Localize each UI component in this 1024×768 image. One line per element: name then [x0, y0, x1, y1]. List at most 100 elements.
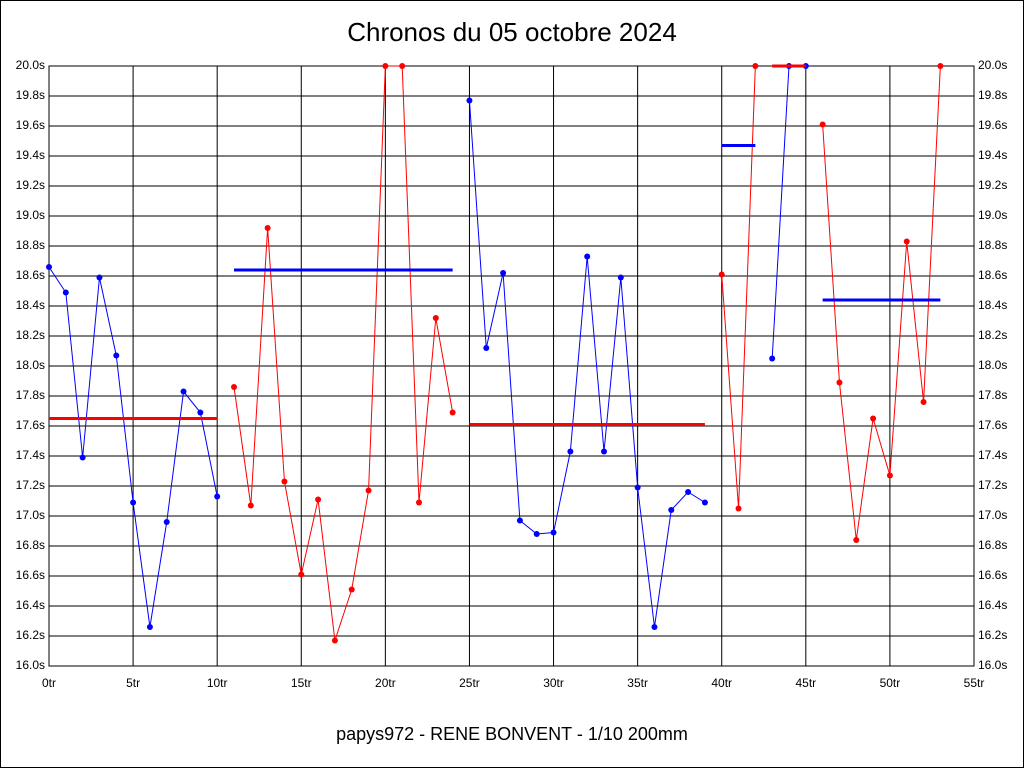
y-tick-label: 19.6s: [16, 118, 45, 132]
x-tick-label: 50tr: [880, 676, 901, 690]
y2-tick-label: 16.8s: [978, 538, 1007, 552]
y2-tick-label: 19.6s: [978, 118, 1007, 132]
data-point: [281, 478, 288, 485]
data-point: [685, 489, 692, 495]
y-tick-label: 19.0s: [16, 208, 45, 222]
data-point: [769, 355, 776, 362]
data-point: [466, 97, 473, 104]
x-tick-label: 15tr: [291, 676, 312, 690]
data-point: [701, 499, 708, 506]
data-point: [735, 505, 742, 512]
data-point: [96, 274, 103, 281]
chart-title: Chronos du 05 octobre 2024: [347, 17, 677, 47]
data-point: [567, 448, 574, 455]
data-point: [416, 499, 422, 506]
data-point: [870, 415, 877, 422]
y-tick-label: 16.2s: [16, 628, 45, 642]
data-point: [365, 487, 372, 494]
data-point: [449, 409, 456, 416]
y2-tick-label: 19.8s: [978, 88, 1007, 102]
data-point: [718, 271, 725, 278]
data-point: [752, 63, 759, 69]
y2-tick-label: 18.0s: [978, 358, 1007, 372]
y2-tick-label: 16.4s: [978, 598, 1007, 612]
y-tick-label: 17.6s: [16, 418, 45, 432]
data-point: [533, 531, 540, 537]
y2-tick-label: 18.4s: [978, 298, 1007, 312]
y-tick-label: 17.2s: [16, 478, 45, 492]
y-tick-label: 18.6s: [16, 268, 45, 282]
data-point: [214, 493, 221, 500]
data-point: [634, 484, 641, 491]
data-point: [617, 274, 624, 281]
data-point: [550, 529, 557, 536]
x-tick-label: 5tr: [126, 676, 140, 690]
x-tick-label: 35tr: [627, 676, 648, 690]
y2-tick-label: 19.2s: [978, 178, 1007, 192]
y-tick-label: 16.6s: [16, 568, 45, 582]
y-tick-label: 17.8s: [16, 388, 45, 402]
data-point: [937, 63, 944, 69]
data-point: [315, 496, 322, 503]
data-point: [62, 289, 69, 296]
y-tick-label: 19.2s: [16, 178, 45, 192]
y-tick-label: 16.8s: [16, 538, 45, 552]
data-point: [500, 270, 507, 276]
data-point: [79, 454, 86, 461]
data-point: [651, 624, 658, 630]
y-tick-label: 19.8s: [16, 88, 45, 102]
data-point: [668, 507, 675, 513]
y-tick-label: 18.0s: [16, 358, 45, 372]
data-point: [836, 379, 843, 386]
y2-tick-label: 17.6s: [978, 418, 1007, 432]
y2-tick-label: 17.2s: [978, 478, 1007, 492]
data-point: [348, 586, 355, 593]
y2-tick-label: 19.4s: [978, 148, 1007, 162]
y2-tick-label: 17.8s: [978, 388, 1007, 402]
x-tick-label: 40tr: [711, 676, 732, 690]
x-tick-label: 0tr: [42, 676, 56, 690]
data-point: [584, 253, 591, 260]
x-tick-label: 10tr: [207, 676, 228, 690]
y-tick-label: 17.4s: [16, 448, 45, 462]
y2-tick-label: 19.0s: [978, 208, 1007, 222]
y2-tick-label: 16.0s: [978, 658, 1007, 672]
data-point: [819, 121, 826, 128]
chart-subtitle: papys972 - RENE BONVENT - 1/10 200mm: [336, 724, 688, 744]
data-point: [516, 517, 523, 524]
y2-tick-label: 17.4s: [978, 448, 1007, 462]
x-tick-label: 25tr: [459, 676, 480, 690]
data-point: [163, 519, 170, 525]
data-point: [197, 409, 204, 416]
y-tick-label: 18.8s: [16, 238, 45, 252]
data-point: [601, 448, 607, 455]
y-tick-label: 18.4s: [16, 298, 45, 312]
y-tick-label: 19.4s: [16, 148, 45, 162]
data-point: [886, 472, 893, 479]
plot-frame: [48, 65, 975, 667]
x-tick-label: 45tr: [795, 676, 816, 690]
data-point: [903, 238, 910, 245]
data-point: [331, 637, 338, 644]
data-point: [432, 315, 439, 321]
data-point: [382, 63, 389, 69]
data-point: [853, 537, 860, 543]
data-point: [264, 225, 271, 231]
y2-tick-label: 17.0s: [978, 508, 1007, 522]
data-point: [399, 63, 406, 69]
data-point: [231, 384, 237, 390]
y-tick-label: 20.0s: [16, 58, 45, 72]
y2-tick-label: 16.6s: [978, 568, 1007, 582]
y-tick-label: 18.2s: [16, 328, 45, 342]
y2-tick-label: 18.6s: [978, 268, 1007, 282]
y-tick-label: 17.0s: [16, 508, 45, 522]
data-point: [113, 352, 120, 359]
data-point: [46, 264, 52, 270]
data-point: [483, 345, 490, 351]
y-tick-label: 16.0s: [16, 658, 45, 672]
data-point: [920, 399, 927, 405]
x-tick-label: 55tr: [964, 676, 985, 690]
data-point: [247, 502, 254, 509]
